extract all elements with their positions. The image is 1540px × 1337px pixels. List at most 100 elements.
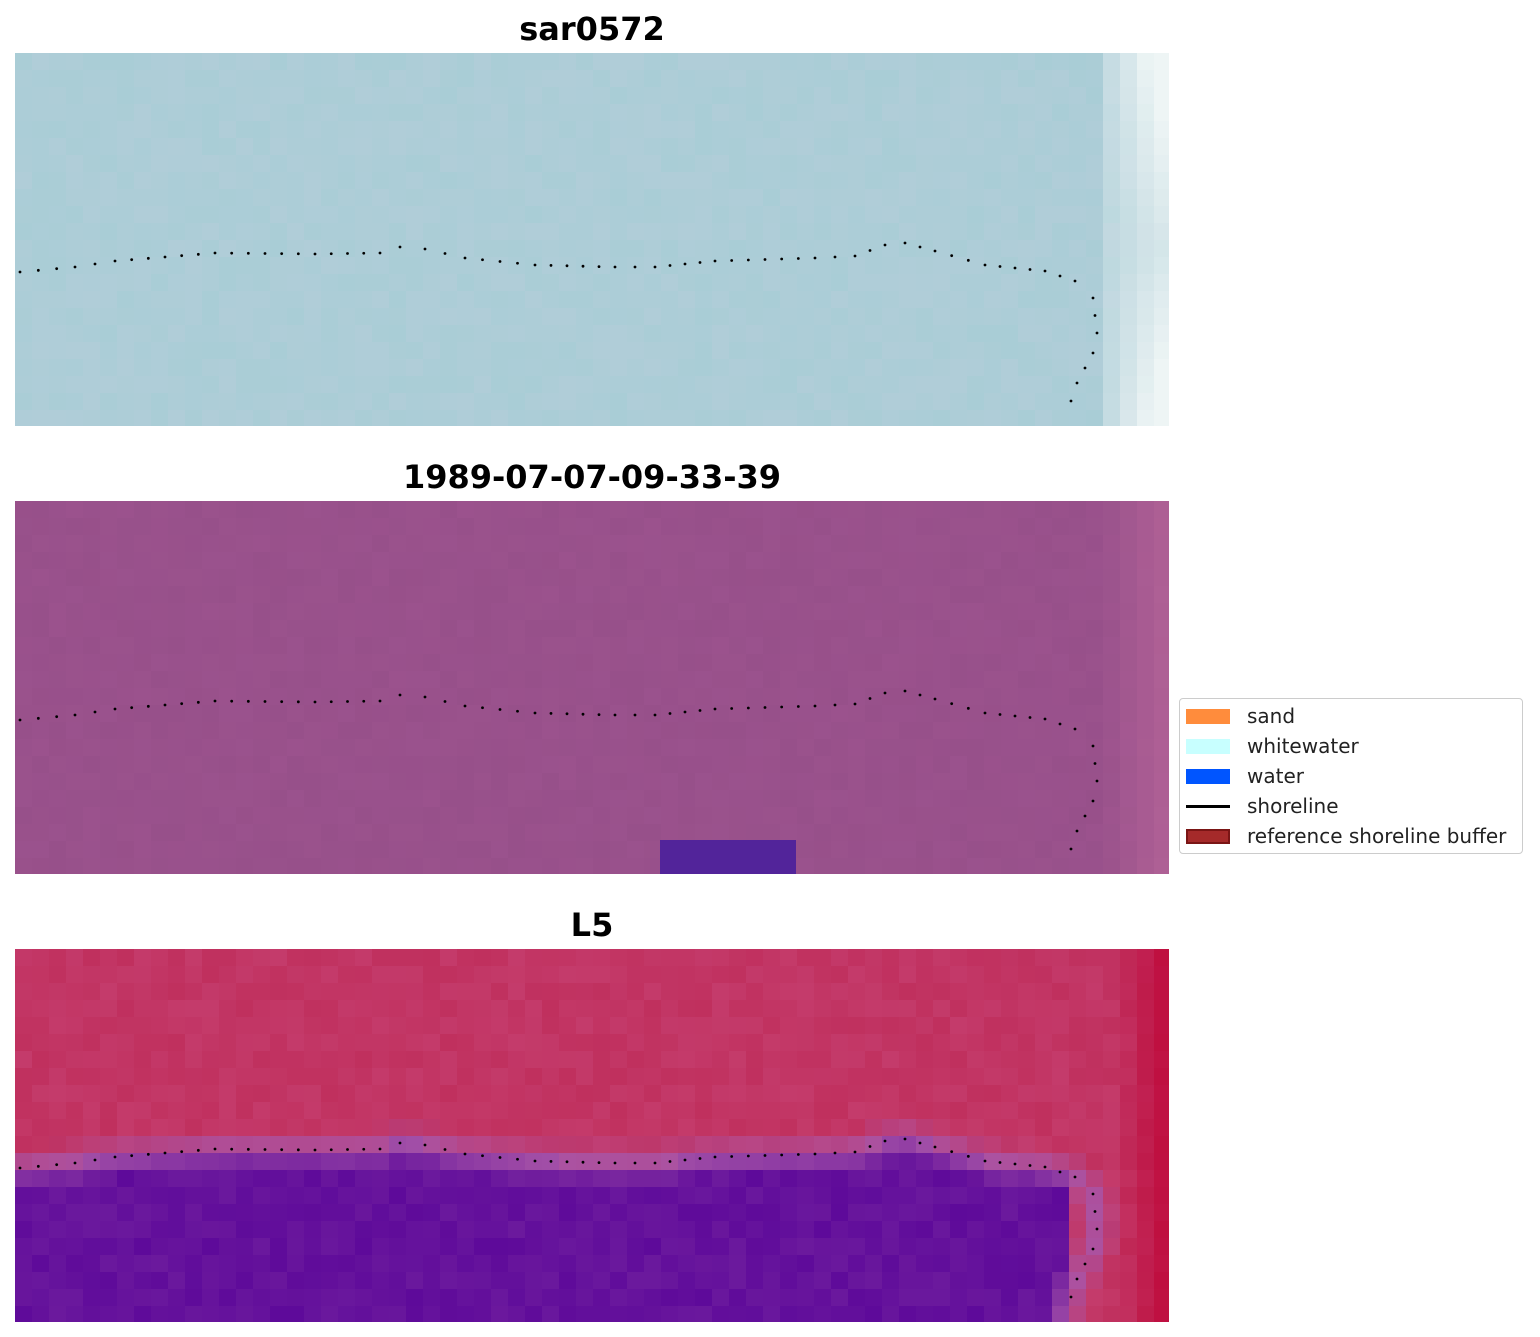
shoreline-dot — [633, 713, 637, 717]
shoreline-dot — [763, 706, 767, 709]
shoreline-dot — [813, 704, 817, 708]
shoreline-dot — [1058, 1170, 1062, 1174]
pixel-grid-index — [15, 949, 1169, 1322]
shoreline-dot — [998, 1161, 1002, 1164]
shoreline-dot — [549, 712, 553, 715]
shoreline-dot — [213, 699, 217, 703]
shoreline-dot — [443, 700, 447, 703]
shoreline-dot — [613, 713, 617, 717]
shoreline-dot — [613, 265, 617, 269]
shoreline-dot — [1013, 1162, 1017, 1166]
shoreline-dot — [1073, 279, 1077, 283]
shoreline-dot — [230, 251, 234, 255]
shoreline-dot — [362, 1147, 366, 1151]
shoreline-dot — [983, 711, 987, 715]
shoreline-dot — [1095, 331, 1099, 335]
shoreline-dot — [1058, 274, 1062, 278]
shoreline-dot — [180, 1150, 184, 1154]
shoreline-dot — [329, 252, 333, 256]
shoreline-dot — [853, 1150, 857, 1154]
shoreline-dot — [146, 1152, 150, 1156]
shoreline-dot — [730, 259, 734, 262]
shoreline-dot — [780, 257, 784, 261]
shoreline-dot — [780, 705, 784, 709]
shoreline-dot — [1093, 1210, 1097, 1213]
shoreline-dot — [918, 693, 922, 697]
shoreline-dot — [378, 699, 382, 703]
shoreline-dot — [903, 241, 907, 245]
shoreline-dot — [313, 700, 317, 704]
shoreline-dot — [362, 699, 366, 703]
shoreline-dot — [668, 1160, 672, 1163]
shoreline-dot — [1095, 779, 1099, 783]
shoreline-dot — [597, 713, 601, 716]
shoreline-dot — [378, 251, 382, 255]
shoreline-dots — [18, 1137, 1099, 1299]
shoreline-dot — [73, 713, 77, 717]
shoreline-dot — [1095, 1227, 1099, 1231]
shoreline-dot — [280, 252, 284, 256]
shoreline-dot — [296, 700, 300, 704]
shoreline-dot — [113, 707, 117, 711]
water-swatch — [1186, 769, 1230, 784]
shoreline-dot — [346, 252, 349, 255]
shoreline-dot — [346, 1148, 349, 1151]
shoreline-dot — [746, 706, 750, 710]
shoreline-dot — [581, 712, 585, 716]
shoreline-dot — [533, 711, 537, 715]
shoreline-dot — [1093, 762, 1097, 765]
shoreline-dot — [833, 703, 837, 707]
shoreline-dot — [73, 265, 77, 269]
shoreline-dot — [950, 254, 954, 258]
shoreline-dot — [36, 1164, 40, 1168]
shoreline-dot — [443, 1148, 447, 1151]
shoreline-dot — [180, 702, 184, 706]
shoreline-dot — [1043, 269, 1047, 273]
shoreline-dot — [883, 1139, 887, 1143]
shoreline-dot — [868, 249, 872, 252]
shoreline-dot — [481, 1154, 484, 1158]
shoreline-dot — [346, 700, 349, 703]
shoreline-dot — [1028, 1164, 1032, 1167]
shoreline-dot — [903, 689, 907, 693]
shoreline-dot — [633, 1161, 637, 1165]
shoreline-dot — [146, 704, 150, 708]
legend-label: whitewater — [1247, 734, 1359, 758]
shoreline-dot — [1043, 717, 1047, 721]
shoreline-dot — [246, 251, 250, 255]
shoreline-dot — [868, 1145, 872, 1148]
shoreline-dot — [498, 708, 502, 711]
shoreline-dot — [516, 261, 519, 265]
shoreline-dot — [533, 263, 537, 267]
shoreline-line-swatch — [1186, 805, 1230, 808]
shoreline-dot — [398, 693, 402, 697]
shoreline-dot — [93, 1158, 97, 1162]
shoreline-dot — [796, 1153, 800, 1156]
shoreline-dot — [1075, 1277, 1079, 1281]
pixel-grid-rgb — [15, 53, 1169, 426]
shoreline-dot — [549, 264, 553, 267]
shoreline-dot — [1091, 1247, 1095, 1251]
pixel-grid-nir — [15, 501, 1169, 874]
shoreline-dot — [597, 265, 601, 268]
shoreline-dots — [18, 689, 1099, 851]
shoreline-dot — [918, 245, 922, 249]
shoreline-dot — [1069, 1295, 1073, 1299]
shoreline-dot — [730, 707, 734, 710]
shoreline-dot — [698, 1157, 702, 1160]
shoreline-dot — [36, 268, 40, 272]
shoreline-dot — [180, 254, 184, 258]
shoreline-dot — [1093, 314, 1097, 317]
shoreline-dot — [868, 697, 872, 700]
shoreline-dot — [423, 695, 427, 699]
legend-label: reference shoreline buffer — [1247, 824, 1507, 848]
shoreline-dot — [813, 256, 817, 260]
shoreline-dot — [565, 1160, 569, 1164]
shoreline-dot — [18, 718, 22, 722]
shoreline-dot — [1013, 266, 1017, 270]
shoreline-dot — [163, 703, 167, 707]
shoreline-dot — [966, 1154, 970, 1158]
shoreline-dot — [146, 256, 150, 260]
shoreline-dot — [746, 258, 750, 262]
shoreline-dot — [796, 257, 800, 260]
